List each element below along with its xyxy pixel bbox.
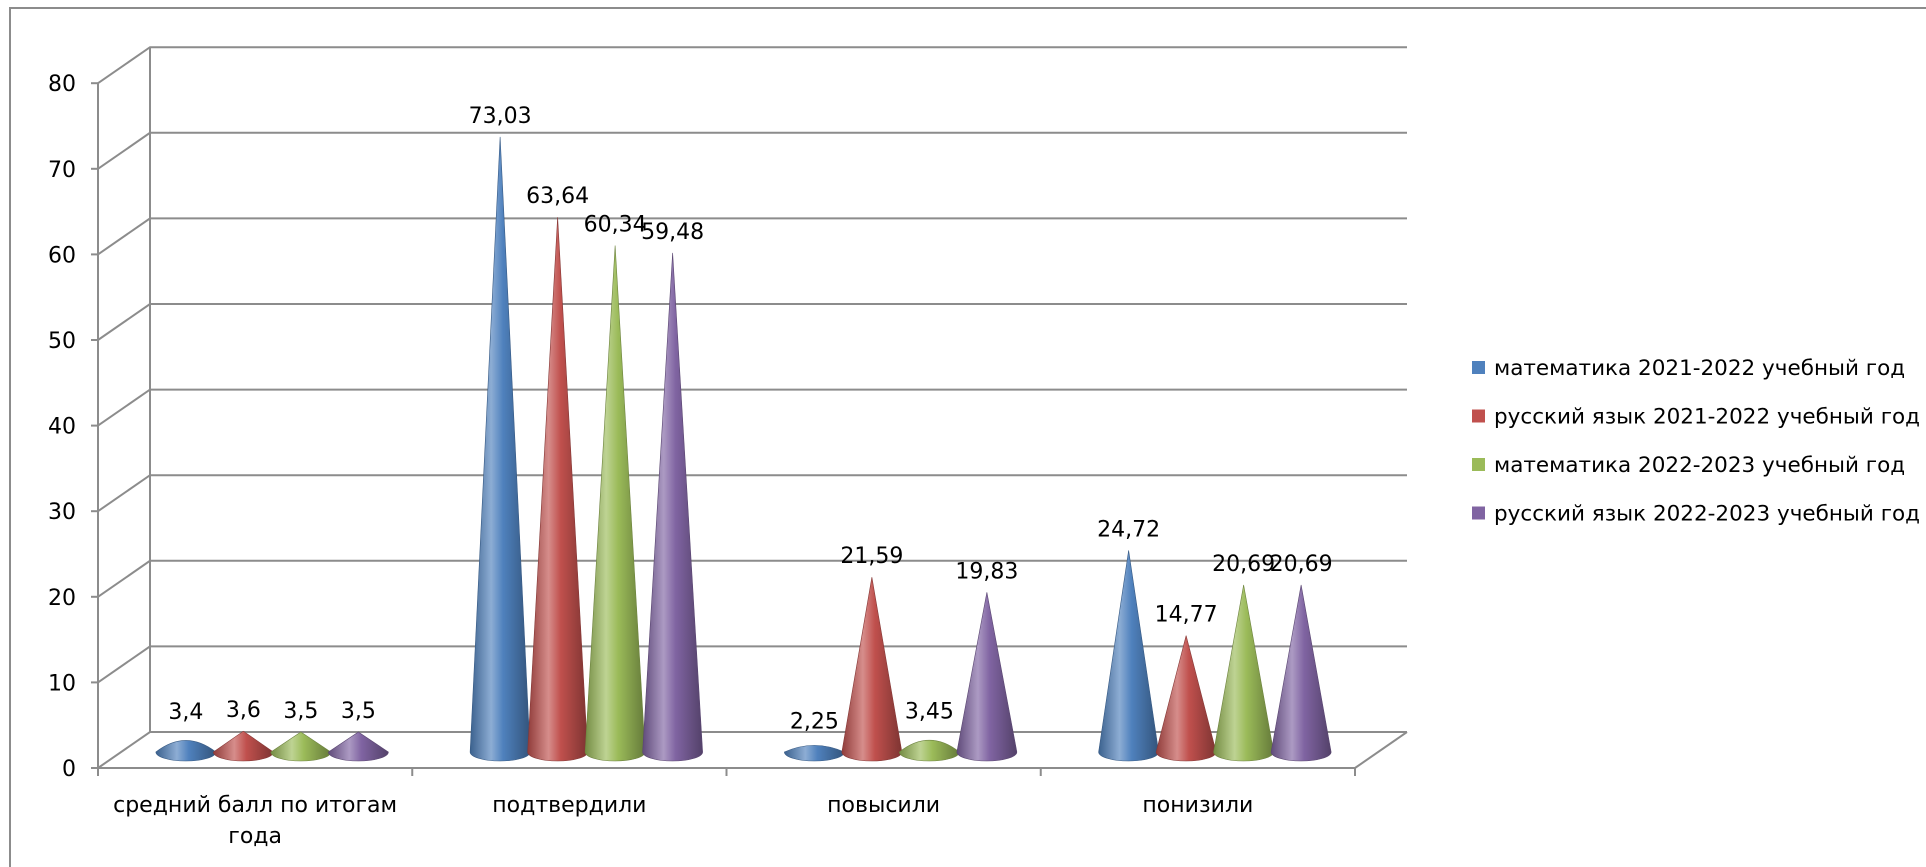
legend-item: русский язык 2022-2023 учебный год — [1472, 502, 1920, 527]
data-label: 19,83 — [955, 559, 1018, 584]
cone-mark — [213, 730, 274, 762]
legend-swatch — [1472, 361, 1485, 374]
y-axis-ticks: 0 10 20 30 40 50 60 70 80 — [48, 72, 98, 782]
legend-label: русский язык 2022-2023 учебный год — [1494, 502, 1920, 527]
y-tick-label: 50 — [48, 329, 76, 354]
data-label: 3,5 — [283, 699, 318, 724]
gridlines — [97, 46, 1407, 769]
cone-mark — [584, 245, 646, 762]
legend-swatch — [1472, 458, 1485, 471]
cone-mark — [328, 731, 389, 762]
cone-mark — [1270, 584, 1332, 762]
y-tick-label: 10 — [48, 671, 76, 696]
data-label: 59,48 — [641, 220, 704, 245]
cone-mark — [841, 577, 903, 762]
legend-label: математика 2022-2023 учебный год — [1494, 453, 1905, 478]
gridline — [97, 559, 1407, 598]
y-tick-label: 70 — [48, 158, 76, 183]
cones — [155, 136, 1332, 762]
legend-swatch — [1472, 409, 1485, 423]
gridline — [97, 217, 1407, 256]
y-tick-label: 30 — [48, 500, 76, 525]
x-tick-label: средний балл по итогам года — [113, 793, 397, 849]
data-label: 3,6 — [226, 698, 261, 723]
data-label: 3,4 — [168, 700, 203, 725]
legend-label: математика 2021-2022 учебный год — [1494, 356, 1905, 381]
legend-item: математика 2021-2022 учебный год — [1472, 356, 1905, 381]
legend: математика 2021-2022 учебный год русский … — [1472, 356, 1920, 527]
gridline — [97, 46, 1407, 85]
legend-item: математика 2022-2023 учебный год — [1472, 453, 1905, 478]
cone-mark — [527, 217, 588, 762]
x-tick-label: подтвердили — [492, 793, 646, 818]
data-label: 3,5 — [341, 699, 376, 724]
y-tick-label: 0 — [62, 757, 76, 782]
cone-mark — [899, 740, 960, 762]
legend-swatch — [1472, 506, 1485, 520]
y-tick-label: 40 — [48, 415, 76, 440]
x-tick-label: понизили — [1142, 793, 1253, 818]
cone-mark — [956, 592, 1018, 762]
legend-label: русский язык 2021-2022 учебный год — [1494, 405, 1920, 430]
gridline — [97, 388, 1407, 427]
gridline — [97, 303, 1407, 341]
data-label: 73,03 — [469, 104, 532, 129]
data-label: 3,45 — [905, 699, 954, 724]
gridline — [97, 474, 1407, 513]
data-label: 20,69 — [1270, 552, 1333, 577]
cone-mark — [1155, 635, 1217, 762]
cone-mark — [784, 745, 845, 762]
cone-mark — [270, 731, 332, 762]
cone-mark — [155, 740, 217, 762]
y-tick-label: 60 — [48, 243, 76, 268]
floor-right-edge — [1354, 731, 1408, 769]
data-label: 63,64 — [526, 184, 589, 209]
y-tick-label: 20 — [48, 586, 76, 611]
gridline — [97, 131, 1407, 170]
cone-mark — [469, 136, 531, 762]
legend-item: русский язык 2021-2022 учебный год — [1472, 405, 1920, 430]
cone-mark — [642, 252, 703, 762]
x-axis: средний балл по итогам года подтвердили пов… — [97, 731, 1408, 849]
data-label: 2,25 — [790, 710, 839, 735]
cone-mark — [1213, 584, 1274, 762]
y-tick-label: 80 — [48, 72, 76, 97]
data-label: 60,34 — [584, 212, 647, 237]
x-tick-label: повысили — [827, 793, 940, 818]
data-label: 20,69 — [1212, 552, 1275, 577]
data-label: 14,77 — [1155, 603, 1218, 628]
data-label: 21,59 — [840, 544, 903, 569]
data-label: 24,72 — [1097, 517, 1160, 542]
cone-mark — [1098, 550, 1159, 762]
